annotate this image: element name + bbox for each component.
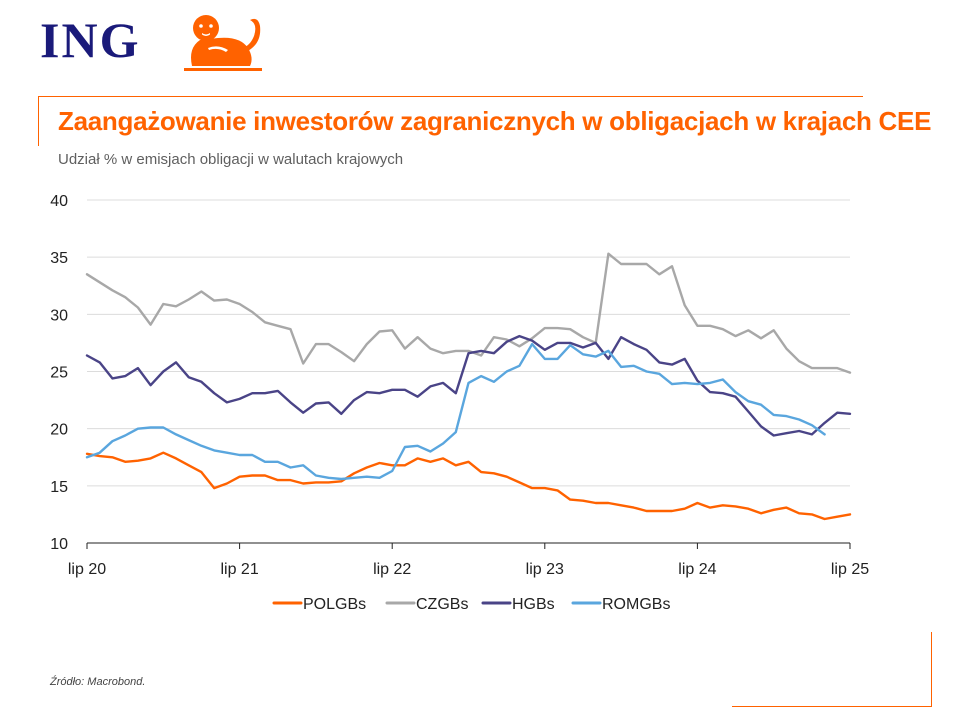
series-line-hgbs	[85, 334, 852, 437]
source-note: Źródło: Macrobond.	[50, 676, 146, 688]
y-tick-label: 40	[50, 193, 68, 210]
x-tick-label: lip 20	[68, 561, 106, 578]
x-tick-label: lip 25	[831, 561, 869, 578]
ing-logo: ING	[40, 8, 280, 72]
series-line-romgbs	[85, 342, 826, 481]
chart-title: Zaangażowanie inwestorów zagranicznych w…	[58, 106, 932, 136]
frame-line-bottom-right	[931, 632, 932, 706]
y-tick-label: 25	[50, 365, 68, 382]
frame-line-bottom	[732, 706, 932, 707]
y-tick-label: 20	[50, 422, 68, 439]
y-tick-label: 15	[50, 479, 68, 496]
x-tick-label: lip 21	[220, 561, 258, 578]
y-tick-label: 35	[50, 250, 68, 267]
frame-line-left	[38, 96, 39, 146]
y-tick-label: 30	[50, 307, 68, 324]
x-tick-label: lip 24	[678, 561, 716, 578]
ing-logo-text: ING	[40, 12, 141, 68]
series-line-polgbs	[85, 451, 852, 521]
series-line-czgbs	[85, 252, 852, 374]
chart-subtitle: Udział % w emisjach obligacji w walutach…	[58, 151, 404, 168]
legend-label-czgbs: CZGBs	[416, 596, 468, 613]
x-tick-label: lip 23	[526, 561, 564, 578]
legend-label-polgbs: POLGBs	[303, 596, 366, 613]
lion-icon	[184, 15, 262, 71]
x-tick-label: lip 22	[373, 561, 411, 578]
legend-label-hgbs: HGBs	[512, 596, 555, 613]
line-chart: 10 15 20 25 30 35 40 lip 20 lip 21 lip 22 lip 23 li…	[50, 193, 869, 613]
frame-line-top	[38, 96, 863, 97]
legend-label-romgbs: ROMGBs	[602, 596, 670, 613]
y-tick-label: 10	[50, 536, 68, 553]
